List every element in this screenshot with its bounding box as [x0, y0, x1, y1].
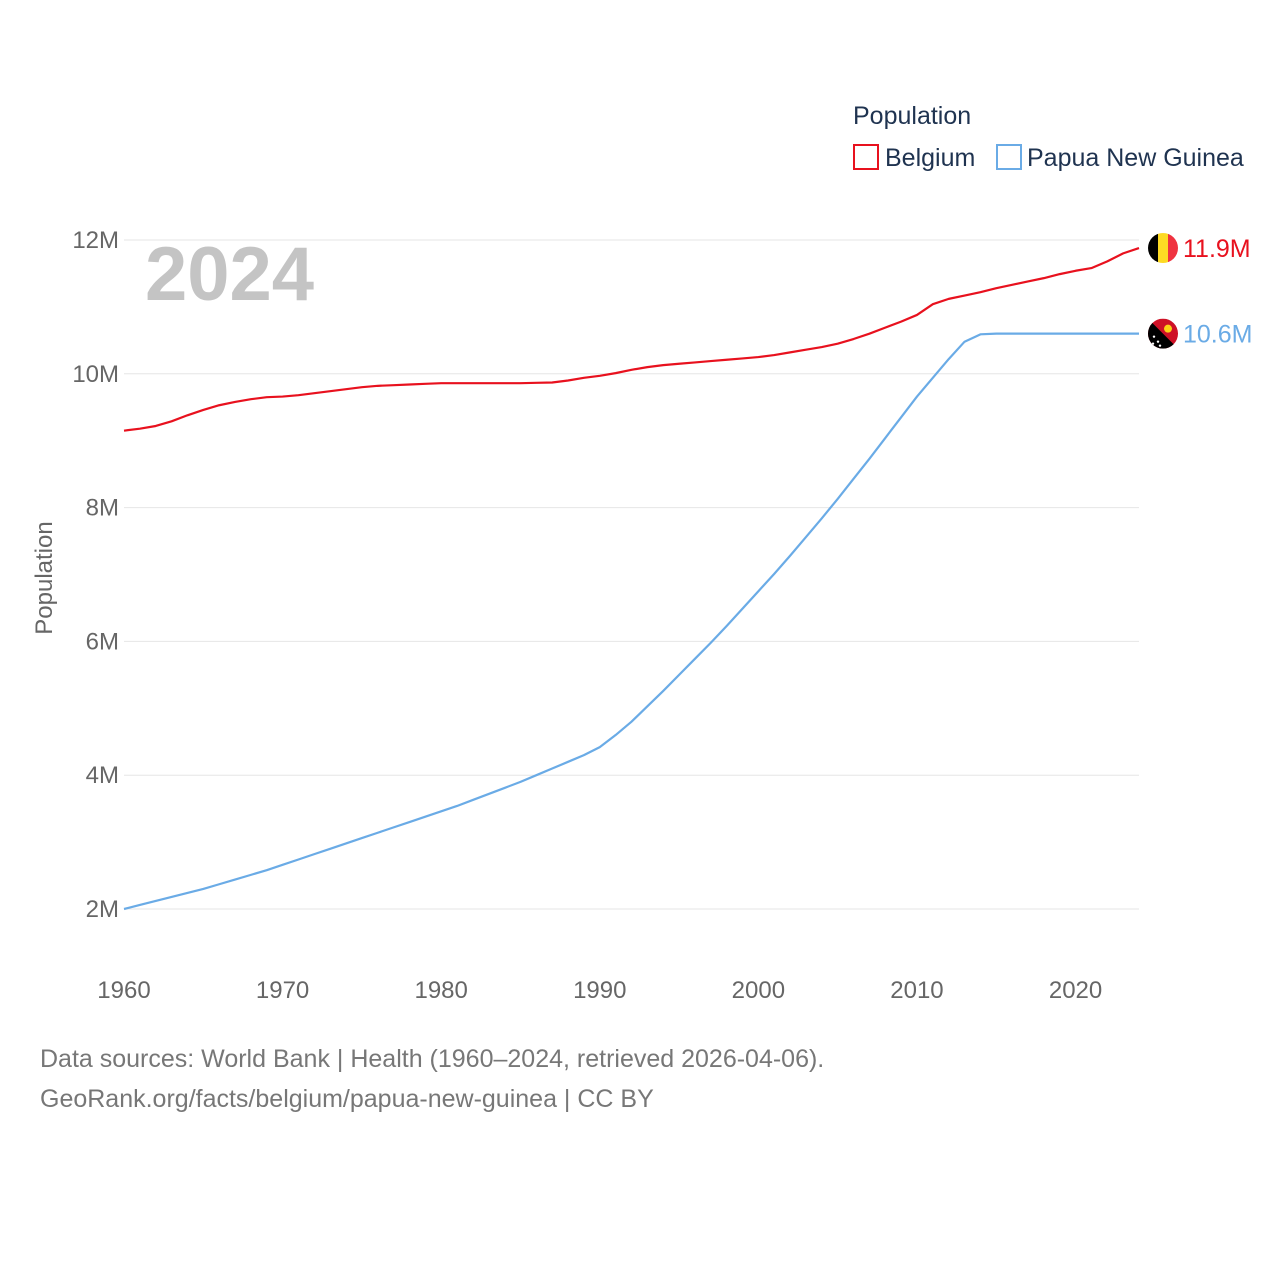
y-axis-title: Population [31, 521, 58, 634]
belgium-end-label: 11.9M [1183, 235, 1251, 263]
papua-new-guinea-end-marker: 10.6M [1148, 318, 1252, 349]
x-tick-label: 2000 [732, 977, 785, 1004]
x-tick-label: 1960 [97, 977, 150, 1004]
legend-title: Population [853, 102, 971, 130]
source-url[interactable]: GeoRank.org/facts/belgium/papua-new-guin… [40, 1085, 654, 1113]
belgium-flag-icon [1148, 233, 1178, 264]
y-axis-ticks: 2M 4M 6M 8M 10M 12M [72, 227, 119, 923]
y-tick-label: 2M [86, 896, 119, 923]
legend-item-belgium[interactable]: Belgium [853, 144, 975, 172]
y-tick-label: 4M [86, 762, 119, 789]
x-tick-label: 1970 [256, 977, 309, 1004]
y-tick-label: 10M [72, 361, 119, 388]
gridlines [124, 239, 1139, 910]
legend-label-papua-new-guinea: Papua New Guinea [1027, 144, 1244, 172]
x-tick-label: 2010 [890, 977, 943, 1004]
belgium-end-marker: 11.9M [1148, 233, 1251, 263]
x-tick-label: 2020 [1049, 977, 1102, 1004]
year-display: 2024 [145, 232, 314, 317]
data-source-note: Data sources: World Bank | Health (1960–… [40, 1045, 825, 1073]
series-line-papua-new-guinea[interactable] [123, 332, 1139, 911]
legend: Population Belgium Papua New Guinea [853, 102, 1244, 172]
y-tick-label: 8M [86, 495, 119, 522]
papua-new-guinea-end-label: 10.6M [1183, 321, 1252, 349]
series-line-belgium[interactable] [123, 246, 1140, 432]
y-tick-label: 12M [72, 227, 119, 254]
x-tick-label: 1980 [414, 977, 467, 1004]
series-lines [123, 246, 1140, 911]
legend-item-papua-new-guinea[interactable]: Papua New Guinea [996, 144, 1244, 172]
legend-swatch-belgium [853, 144, 879, 170]
papua-new-guinea-flag-icon [1148, 318, 1178, 349]
legend-swatch-papua-new-guinea [996, 144, 1022, 170]
x-tick-label: 1990 [573, 977, 626, 1004]
y-tick-label: 6M [86, 628, 119, 655]
x-axis-ticks: 1960 1970 1980 1990 2000 2010 2020 [97, 977, 1102, 1004]
legend-label-belgium: Belgium [885, 144, 975, 172]
